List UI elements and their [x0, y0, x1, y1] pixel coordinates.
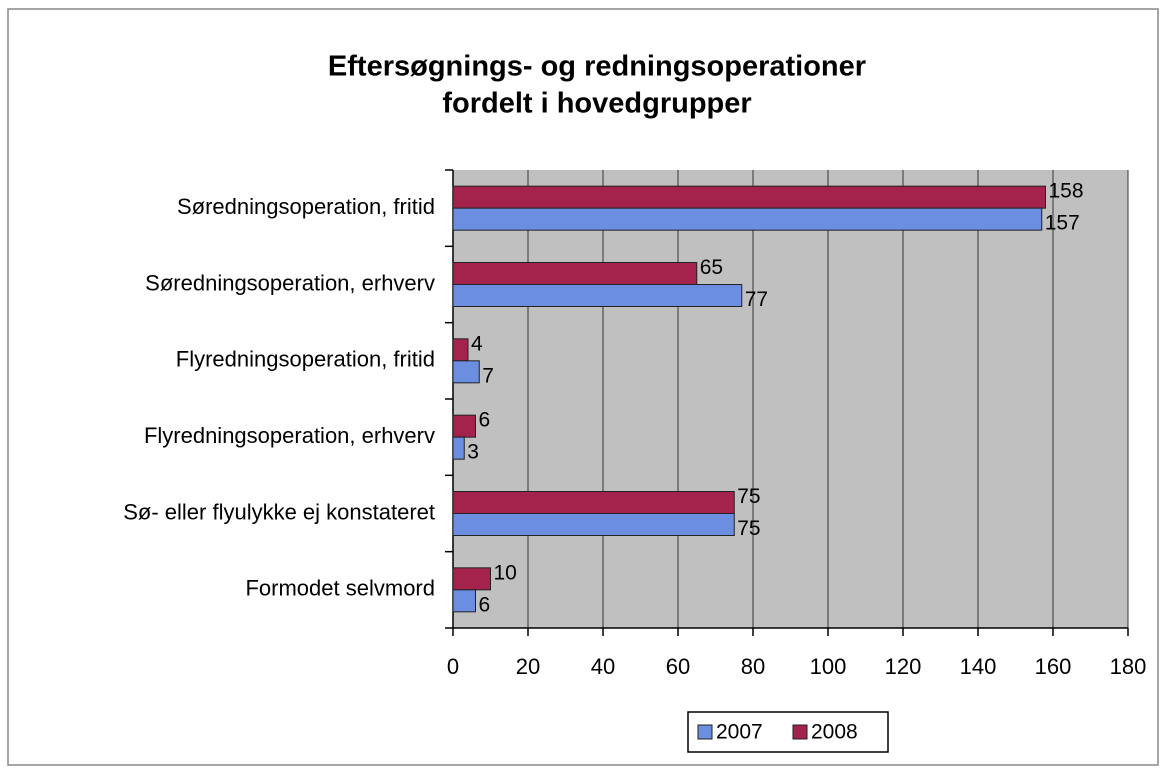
x-tick-label: 20	[516, 654, 540, 679]
bar	[452, 207, 1043, 231]
x-tick-label: 0	[447, 654, 459, 679]
chart-title: fordelt i hovedgrupper	[442, 88, 751, 120]
x-tick-label: 100	[810, 654, 847, 679]
category-label: Søredningsoperation, fritid	[177, 194, 435, 219]
bar	[452, 436, 465, 460]
x-tick-label: 180	[1110, 654, 1147, 679]
chart-title: Eftersøgnings- og redningsoperationer	[328, 51, 866, 83]
bar	[452, 567, 491, 591]
category-label: Sø- eller flyulykke ej konstateret	[123, 499, 435, 524]
bar	[452, 589, 476, 613]
legend-label: 2007	[716, 721, 763, 744]
bar	[452, 360, 480, 384]
legend-label: 2008	[811, 721, 858, 744]
data-label: 7	[482, 364, 494, 387]
data-label: 65	[700, 256, 723, 279]
bar	[452, 513, 735, 536]
data-label: 6	[479, 409, 491, 432]
data-label: 10	[494, 561, 517, 584]
data-label: 77	[745, 288, 768, 311]
data-label: 75	[737, 517, 760, 540]
legend-box	[687, 711, 889, 753]
legend-swatch	[697, 724, 713, 740]
data-label: 75	[737, 485, 760, 508]
data-label: 158	[1049, 180, 1084, 203]
bar	[452, 491, 735, 514]
category-label: Flyredningsoperation, fritid	[176, 347, 435, 372]
bar	[452, 338, 469, 362]
x-tick-label: 160	[1035, 654, 1072, 679]
x-tick-label: 40	[591, 654, 615, 679]
bar	[452, 262, 698, 285]
plot-area	[453, 170, 1128, 628]
category-label: Formodet selvmord	[245, 576, 435, 601]
category-label: Flyredningsoperation, erhverv	[144, 423, 435, 448]
bar	[452, 284, 743, 307]
x-tick-label: 120	[885, 654, 922, 679]
x-tick-label: 140	[960, 654, 997, 679]
data-label: 157	[1045, 212, 1080, 235]
x-tick-label: 80	[741, 654, 765, 679]
data-label: 6	[479, 593, 491, 616]
x-tick-label: 60	[666, 654, 690, 679]
category-label: Søredningsoperation, erhverv	[145, 270, 435, 295]
bar	[452, 185, 1046, 209]
data-label: 3	[467, 441, 479, 464]
data-label: 4	[471, 332, 483, 355]
bar	[452, 414, 476, 438]
legend-swatch	[792, 724, 808, 740]
